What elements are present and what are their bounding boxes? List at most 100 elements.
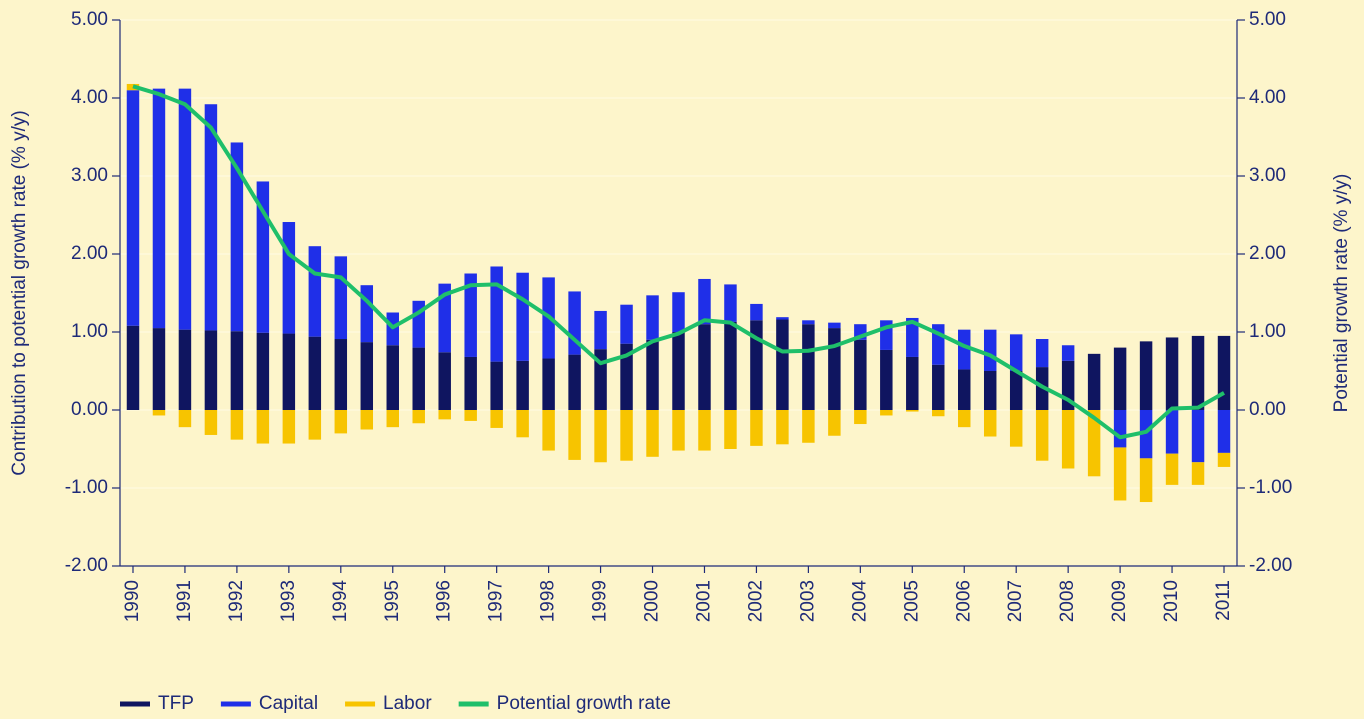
bar bbox=[1113, 447, 1127, 501]
bar bbox=[983, 371, 997, 410]
bar bbox=[152, 410, 166, 416]
bar bbox=[464, 410, 477, 421]
bar bbox=[698, 278, 711, 325]
bar bbox=[672, 410, 685, 451]
bar bbox=[256, 332, 270, 410]
x-tick-label: 1996 bbox=[434, 580, 455, 622]
bar bbox=[230, 410, 244, 440]
y-tick-label: 2.00 bbox=[71, 243, 108, 264]
bar bbox=[1191, 335, 1205, 410]
y2-tick-label: 1.00 bbox=[1249, 321, 1286, 342]
bar bbox=[776, 317, 789, 320]
bar bbox=[724, 284, 737, 322]
x-tick-label: 2004 bbox=[849, 580, 870, 623]
bar bbox=[620, 343, 633, 410]
bar bbox=[308, 410, 322, 440]
bar bbox=[828, 322, 841, 329]
bar bbox=[178, 88, 192, 330]
y-tick-label: 1.00 bbox=[71, 321, 108, 342]
bar bbox=[802, 324, 815, 410]
bar bbox=[1217, 452, 1231, 467]
bar bbox=[568, 354, 581, 410]
x-tick-label: 2003 bbox=[797, 580, 818, 622]
bar bbox=[698, 410, 711, 451]
bar bbox=[958, 410, 971, 428]
bar bbox=[906, 410, 919, 412]
y-axis-label: Contribution to potential growth rate (%… bbox=[9, 110, 30, 475]
x-tick-label: 1991 bbox=[174, 580, 195, 622]
bar bbox=[828, 328, 841, 410]
bar bbox=[932, 364, 945, 410]
y2-tick-label: 3.00 bbox=[1249, 165, 1286, 186]
bar bbox=[620, 410, 633, 461]
bar bbox=[1165, 453, 1179, 485]
bar bbox=[1139, 341, 1153, 410]
bar bbox=[906, 356, 919, 410]
bar bbox=[178, 329, 192, 410]
bar bbox=[568, 410, 581, 460]
x-tick-label: 2010 bbox=[1161, 580, 1182, 622]
y2-tick-label: 4.00 bbox=[1249, 87, 1286, 108]
bar bbox=[646, 295, 659, 340]
x-tick-label: 2002 bbox=[745, 580, 766, 622]
bar bbox=[1217, 335, 1231, 410]
bar bbox=[308, 336, 322, 410]
y-tick-label: 4.00 bbox=[71, 87, 108, 108]
bar bbox=[334, 339, 348, 410]
x-tick-label: 2005 bbox=[901, 580, 922, 622]
bar bbox=[438, 352, 451, 410]
y2-tick-label: 0.00 bbox=[1249, 399, 1286, 420]
bar bbox=[490, 361, 503, 410]
bar bbox=[438, 283, 451, 353]
y2-tick-label: 2.00 bbox=[1249, 243, 1286, 264]
bar bbox=[750, 410, 763, 446]
bar bbox=[1191, 410, 1205, 463]
bar bbox=[360, 410, 374, 430]
x-tick-label: 2011 bbox=[1213, 580, 1234, 621]
x-tick-label: 2009 bbox=[1109, 580, 1130, 622]
bar bbox=[334, 410, 348, 434]
bar bbox=[542, 410, 555, 451]
bar bbox=[1113, 347, 1127, 410]
bar bbox=[1061, 345, 1075, 361]
x-tick-label: 1990 bbox=[122, 580, 143, 622]
bar bbox=[412, 410, 425, 424]
x-tick-label: 2000 bbox=[642, 580, 663, 622]
bar bbox=[438, 410, 451, 420]
bar bbox=[672, 292, 685, 332]
bar bbox=[1035, 410, 1049, 461]
y-tick-label: 5.00 bbox=[71, 9, 108, 30]
bar bbox=[620, 304, 633, 344]
bar bbox=[516, 272, 529, 361]
bar bbox=[802, 410, 815, 443]
y2-tick-label: -1.00 bbox=[1249, 477, 1292, 498]
bar bbox=[204, 104, 218, 331]
bar bbox=[152, 88, 166, 329]
bar bbox=[542, 358, 555, 410]
x-tick-label: 2007 bbox=[1005, 580, 1026, 622]
x-tick-label: 1992 bbox=[226, 580, 247, 622]
bar bbox=[594, 310, 607, 350]
legend-label: Labor bbox=[383, 693, 432, 714]
bar bbox=[282, 333, 296, 410]
bar bbox=[1009, 334, 1023, 371]
bar bbox=[958, 369, 971, 410]
bar bbox=[412, 347, 425, 410]
bar bbox=[490, 266, 503, 362]
bar bbox=[1061, 410, 1075, 469]
bar bbox=[854, 339, 867, 410]
bar bbox=[983, 410, 997, 437]
x-tick-label: 1994 bbox=[330, 580, 351, 623]
bar bbox=[1165, 410, 1179, 454]
bar bbox=[334, 256, 348, 340]
bar bbox=[880, 410, 893, 416]
bar bbox=[880, 349, 893, 410]
bar bbox=[256, 410, 270, 444]
y-tick-label: -1.00 bbox=[65, 477, 108, 498]
x-tick-label: 2008 bbox=[1057, 580, 1078, 622]
legend-label: TFP bbox=[158, 693, 194, 714]
bar bbox=[230, 142, 244, 332]
bar bbox=[204, 410, 218, 435]
bar bbox=[1087, 410, 1101, 477]
